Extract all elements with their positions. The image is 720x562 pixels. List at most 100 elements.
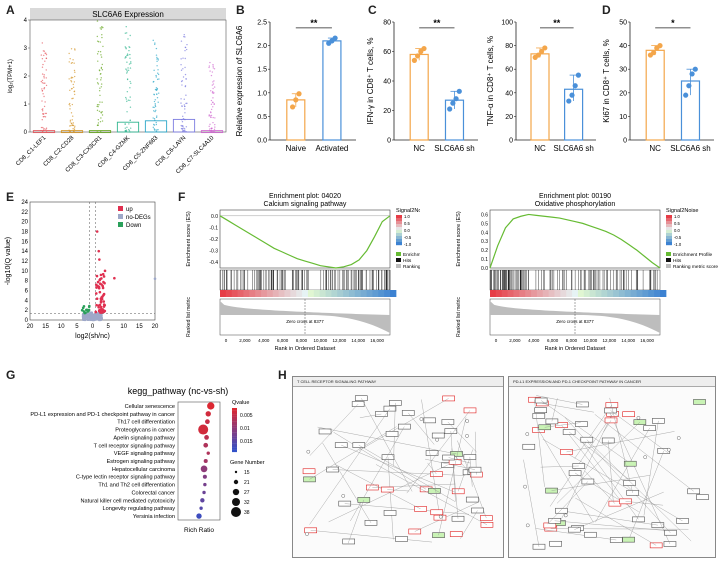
strip-point [130,82,132,85]
strip-point [125,129,128,131]
size-legend-label: 27 [244,490,250,496]
bar-chart-b: 0.0 0.5 1.0 1.5 2.0 2.5 Relative expression of… [235,18,356,153]
size-legend-dot [231,507,241,517]
y-tick-label: -0.4 [209,260,218,266]
strip-point [130,62,132,65]
strip-point [70,112,73,114]
ranked-metric-area-neg [575,315,660,333]
pathway-edge [610,410,669,454]
strip-point [101,63,104,66]
point-up [99,299,103,303]
x-axis-label: Rich Ratio [184,527,214,534]
data-point [566,98,572,104]
strip-point [212,67,214,69]
strip-point [155,74,157,77]
strip-point [69,89,71,92]
pathway-edge [457,440,487,519]
rank-color-strip [630,290,638,297]
strip-point [42,113,45,115]
size-legend-dot [231,497,241,507]
pathway-edge [375,464,488,525]
significance-label: ** [433,18,441,28]
strip-point [157,69,159,71]
ranked-metric-area-pos [490,301,660,315]
point-up [98,290,102,294]
strip-point [98,104,100,106]
box-5 [144,120,168,133]
legend-item-label: Enrichment Profile [673,252,713,258]
y-tick-label: 0 [387,138,391,145]
rank-color-strip [266,290,274,297]
rank-color-strip [583,290,591,297]
strip-point [210,99,213,102]
pathway-gene-box [687,488,700,495]
pathway-edge [595,427,650,523]
legend-scale-label: -1.0 [404,242,412,247]
colorbar-step [232,447,237,450]
pathway-gene-box [575,421,588,427]
y-axis-label: -log10(Q value) [5,237,12,285]
data-point [689,71,695,77]
pathway-edge [564,417,671,533]
colorbar-step [232,427,237,431]
legend-scale-label: -0.5 [404,235,412,240]
strip-point [154,42,156,44]
strip-point [101,69,104,71]
panel-label-a: A [6,3,15,17]
strip-point [43,77,45,79]
strip-point [40,80,43,83]
pathway-edge [603,420,612,432]
strip-point [100,79,102,81]
rank-color-strip [607,290,614,297]
strip-point [209,111,212,113]
point-up [99,307,103,311]
y-tick-label: 6 [25,289,29,295]
strip-point [126,53,129,55]
pathway-label: PD-L1 expression and PD-1 checkpoint pat… [30,412,175,418]
x-tick-label: 10 [120,324,127,330]
colorbar-step [232,410,237,413]
pathway-label: Yersinia infection [133,514,175,520]
pathway-compound [643,455,647,459]
strip-point [185,94,187,96]
pathway-gene-box [532,543,546,550]
legend-label: up [126,207,133,213]
strip-point [213,68,216,70]
strip-point [158,92,160,94]
bar-nc [530,53,550,141]
rank-color-strip [255,290,262,297]
strip-point [211,90,214,93]
bubble [205,419,210,425]
y-tick-label: 24 [21,200,28,206]
strip-point [43,82,45,84]
x-tick-label: 5 [75,324,79,330]
panel-label-c: C [368,3,377,17]
strip-point [180,58,182,60]
point-up [101,286,105,290]
strip-point [43,105,46,108]
legend-color-step [396,230,402,234]
pathway-gene-box [357,497,371,503]
strip-point [129,119,131,121]
pathway-gene-box [318,428,332,435]
strip-point [155,54,158,56]
box-1 [32,130,56,134]
x-tick-label: SLC6A6 sh [670,144,710,153]
x-tick-label: 6,000 [547,338,559,343]
strip-point [73,75,76,78]
pathway-compound [465,434,469,438]
rank-color-strip [589,290,597,297]
strip-point [185,48,188,51]
strip-point [184,112,186,114]
colorbar-step [232,443,237,446]
strip-point [182,130,184,132]
strip-point [214,117,216,119]
rank-color-strip [572,290,579,297]
rank-color-strip [595,290,602,297]
pathway-compound [525,523,530,528]
strip-point [180,80,183,83]
data-point [447,106,453,112]
plot-subtitle: Calcium signaling pathway [264,201,347,208]
strip-point [42,93,44,95]
pathway-gene-box [463,407,477,414]
